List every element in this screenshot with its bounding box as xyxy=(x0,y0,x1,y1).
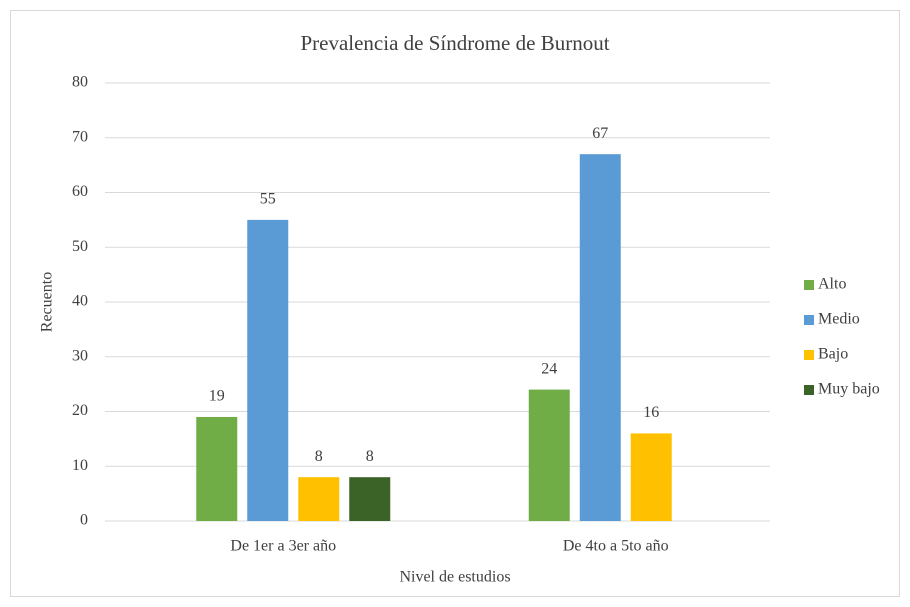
data-label: 8 xyxy=(315,448,323,465)
data-label: 8 xyxy=(366,448,374,465)
legend-label: Medio xyxy=(818,311,860,328)
legend-swatch xyxy=(804,315,814,325)
chart-border xyxy=(10,10,900,597)
y-tick-label: 10 xyxy=(72,457,88,474)
y-tick-label: 80 xyxy=(72,74,88,91)
legend-swatch xyxy=(804,350,814,360)
legend-swatch xyxy=(804,385,814,395)
bar xyxy=(349,477,391,521)
x-axis-label: Nivel de estudios xyxy=(399,569,510,586)
bar xyxy=(630,433,672,521)
y-tick-label: 60 xyxy=(72,183,88,200)
bar xyxy=(247,219,289,521)
x-tick-label: De 1er a 3er año xyxy=(230,538,336,555)
legend-swatch xyxy=(804,280,814,290)
data-label: 16 xyxy=(643,404,659,421)
data-label: 67 xyxy=(592,125,608,142)
bar xyxy=(298,477,340,521)
y-tick-label: 30 xyxy=(72,347,88,364)
y-tick-label: 40 xyxy=(72,293,88,310)
data-label: 19 xyxy=(209,388,225,405)
bar xyxy=(579,154,621,522)
y-tick-label: 0 xyxy=(80,512,88,529)
legend-label: Muy bajo xyxy=(818,381,880,398)
y-tick-label: 70 xyxy=(72,128,88,145)
legend-label: Bajo xyxy=(818,346,848,363)
y-tick-label: 50 xyxy=(72,238,88,255)
data-label: 55 xyxy=(260,191,276,208)
chart-title: Prevalencia de Síndrome de Burnout xyxy=(300,31,609,55)
bar xyxy=(196,416,238,521)
y-axis-label: Recuento xyxy=(39,272,56,332)
y-tick-label: 20 xyxy=(72,402,88,419)
data-label: 24 xyxy=(541,360,557,377)
bar xyxy=(528,389,570,521)
x-tick-label: De 4to a 5to año xyxy=(563,538,669,555)
legend-label: Alto xyxy=(818,276,846,293)
